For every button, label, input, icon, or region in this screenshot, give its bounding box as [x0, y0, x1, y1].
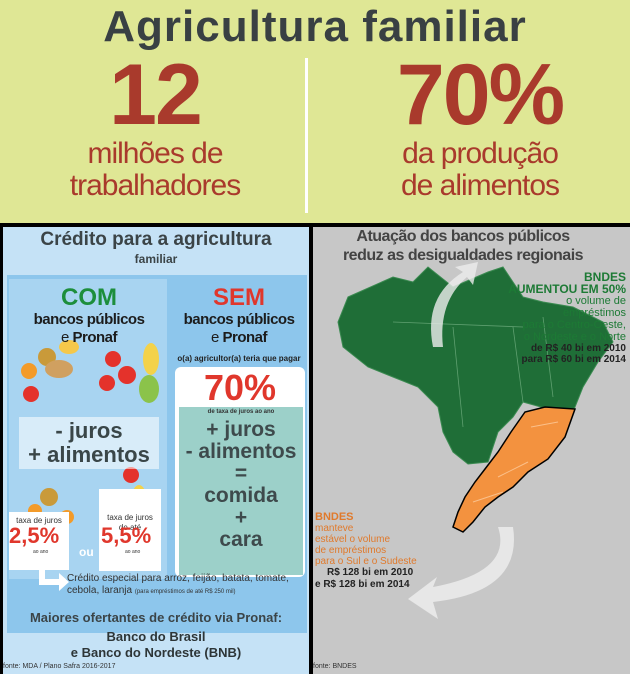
sem-rate: 70%	[203, 367, 277, 408]
stat-value: 70%	[396, 47, 565, 143]
com-line2-bold: Pronaf	[72, 329, 118, 346]
stat-label: milhões de	[87, 137, 223, 170]
sem-eq-1: + juros	[206, 418, 276, 441]
pay-note: o(a) agricultor(a) teria que pagar	[177, 354, 301, 363]
rate-box-high: taxa de juros de até	[99, 489, 161, 571]
source-note: fonte: MDA / Plano Safra 2016-2017	[3, 663, 116, 670]
panel-title: Crédito para a agricultura	[40, 229, 272, 250]
com-line2-prefix: e	[60, 329, 73, 346]
sem-keyword: SEM	[212, 284, 265, 311]
title-line1: Atuação dos bancos públicos	[356, 228, 570, 245]
sem-line2-bold: Pronaf	[222, 329, 268, 346]
stable-p2: estável o volume	[315, 534, 391, 545]
sem-eq-2: - alimentos	[185, 440, 297, 463]
stat-production: 70% da produção de alimentos	[360, 52, 600, 202]
rates-joiner: ou	[79, 545, 94, 559]
divider	[305, 58, 308, 213]
special-credit-text: Crédito especial para arroz, feijão, bat…	[67, 573, 289, 596]
com-heading: COM bancos públicos e Pronaf	[9, 285, 169, 347]
com-effect: - juros + alimentos	[19, 417, 159, 469]
special-credit-note: (para empréstimos de até R$ 250 mil)	[134, 589, 236, 595]
com-line1: bancos públicos	[33, 311, 145, 328]
offers-title: Maiores ofertantes de crédito via Pronaf…	[29, 610, 283, 625]
offers-banks: Banco do Brasil e Banco do Nordeste (BNB…	[3, 629, 309, 661]
com-effect-1: - juros	[55, 418, 123, 443]
arrow-icon	[39, 579, 61, 585]
page-title: Agricultura familiar	[103, 2, 527, 51]
bndes-increase-callout: BNDES AUMENTOU EM 50% o volume de emprés…	[508, 271, 626, 365]
com-effect-2: + alimentos	[28, 442, 150, 467]
stat-label: trabalhadores	[69, 169, 241, 202]
increase-p4: o Nordeste e o Norte	[523, 331, 626, 343]
rate-value: 2,5%	[9, 523, 60, 548]
special-credit: Crédito especial para arroz, feijão, bat…	[67, 573, 307, 598]
stat-workers: 12 milhões de trabalhadores	[40, 52, 270, 202]
sem-eq-5: +	[234, 506, 248, 529]
sem-eq-4: comida	[204, 484, 278, 507]
rate-label: taxa de juros	[16, 516, 62, 525]
title-line2: reduz as desigualdades regionais	[342, 247, 584, 264]
sem-heading: SEM bancos públicos e Pronaf	[169, 285, 309, 347]
rate-label: taxa de juros de até	[107, 513, 153, 532]
rate-period: ao ano	[125, 549, 141, 555]
increase-p2: empréstimos	[563, 307, 626, 319]
arrow-right-icon	[59, 573, 69, 591]
stat-label: da produção	[402, 137, 559, 170]
source-note: fonte: BNDES	[313, 663, 357, 670]
stat-label: de alimentos	[400, 169, 560, 202]
brazil-map-icon	[337, 262, 614, 619]
rate-period: ao ano	[33, 549, 49, 555]
sem-eq-6: cara	[219, 528, 263, 551]
sem-line1: bancos públicos	[183, 311, 295, 328]
credit-panel: Crédito para a agricultura familiar COM …	[3, 227, 309, 674]
stable-h1: BNDES	[315, 511, 354, 523]
rate-box-low: taxa de juros	[9, 512, 69, 570]
stable-p1: manteve	[315, 523, 354, 534]
header-banner: Agricultura familiar 12 milhões de traba…	[0, 0, 630, 223]
sem-eq-3: =	[234, 462, 248, 485]
increase-v1: de R$ 40 bi em 2010	[530, 343, 626, 354]
bndes-stable-callout: BNDES manteve estável o volume de emprés…	[315, 512, 417, 591]
stable-p4: para o Sul e o Sudeste	[315, 556, 417, 567]
panel-subtitle: familiar	[134, 252, 178, 266]
increase-h2: AUMENTOU EM 50%	[508, 282, 626, 296]
arrow-icon	[39, 565, 45, 585]
offers-line2: e Banco do Nordeste (BNB)	[70, 645, 242, 660]
sem-card: 70% de taxa de juros ao ano + juros - al…	[175, 367, 305, 577]
stable-v2: e R$ 128 bi em 2014	[315, 579, 410, 590]
banks-panel: Atuação dos bancos públicos reduz as des…	[313, 227, 630, 674]
increase-p1: o volume de	[566, 295, 626, 307]
stat-value: 12	[109, 47, 203, 143]
increase-p3: para o Centro-Oeste,	[522, 319, 626, 331]
increase-h1: BNDES	[583, 270, 626, 284]
rate-value: 5,5%	[101, 523, 152, 548]
sem-rate-note: de taxa de juros ao ano	[207, 409, 275, 415]
banknote-illustration: de taxa de juros ao ano + juros - alimen…	[179, 407, 303, 575]
com-keyword: COM	[61, 284, 117, 311]
stable-v1: R$ 128 bi em 2010	[327, 567, 414, 578]
stable-p3: de empréstimos	[315, 545, 387, 556]
panel-title: Atuação dos bancos públicos reduz as des…	[313, 227, 613, 265]
increase-v2: para R$ 60 bi em 2014	[521, 354, 626, 365]
offers-line1: Banco do Brasil	[106, 629, 206, 644]
sem-line2-prefix: e	[210, 329, 223, 346]
